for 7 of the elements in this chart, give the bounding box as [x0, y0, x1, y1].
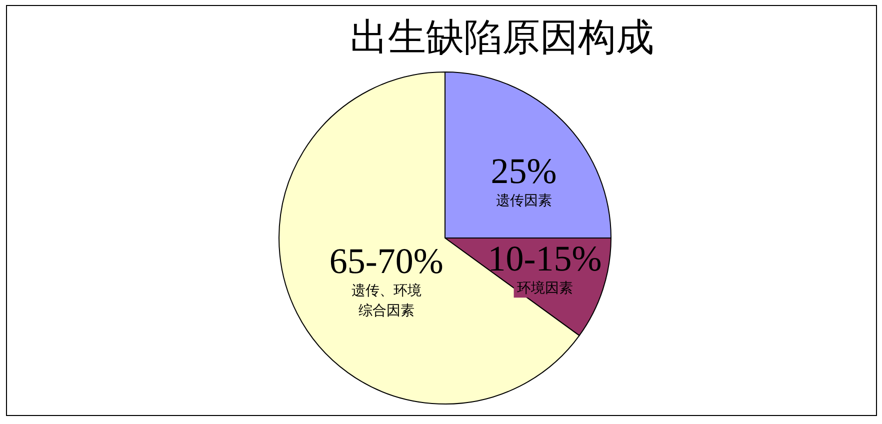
data-label: 65-70% [329, 241, 444, 282]
slice-label: 遗传、环境综合因素 [351, 283, 422, 320]
data-label: 10-15% [488, 238, 602, 279]
slice-label: 环境因素 [516, 280, 573, 297]
chart-title: 出生缺陷原因构成 [350, 17, 654, 59]
slice-label: 遗传因素 [496, 193, 552, 210]
data-label: 25% [490, 151, 557, 192]
